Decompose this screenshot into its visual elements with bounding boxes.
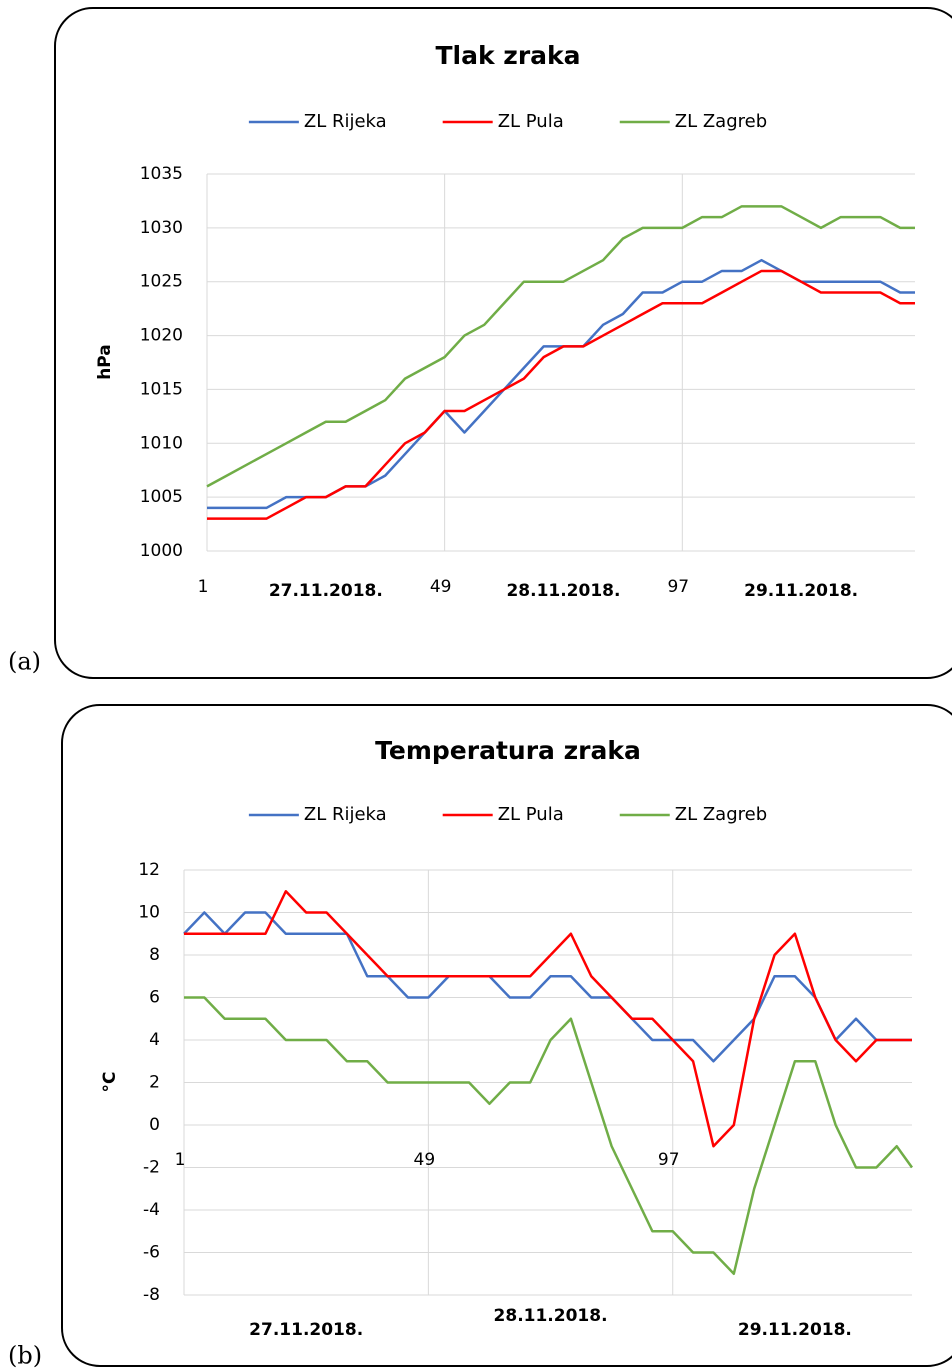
y-tick-label: 1020 — [140, 326, 183, 346]
chart-title: Temperatura zraka — [375, 736, 641, 765]
legend-label: ZL Rijeka — [304, 804, 387, 825]
y-tick-label: 10 — [138, 903, 160, 923]
y-tick-label: 1025 — [140, 272, 183, 292]
y-tick-label: -2 — [143, 1158, 160, 1178]
x-tick-label: 1 — [175, 1150, 186, 1170]
y-tick-label: 1030 — [140, 218, 183, 238]
date-label: 27.11.2018. — [269, 581, 383, 601]
y-tick-label: -8 — [143, 1285, 160, 1305]
y-tick-label: 4 — [149, 1030, 160, 1050]
series-line — [183, 911, 912, 1063]
y-tick-label: 1035 — [140, 164, 183, 184]
y-tick-label: 1005 — [140, 487, 183, 507]
y-tick-label: 2 — [149, 1073, 160, 1093]
series-line — [184, 890, 912, 1148]
chart-title: Tlak zraka — [435, 41, 580, 70]
y-tick-label: 12 — [138, 860, 160, 880]
y-tick-label: -6 — [143, 1243, 160, 1263]
panel-label: (b) — [8, 1342, 42, 1370]
legend-label: ZL Zagreb — [675, 804, 767, 825]
y-tick-label: 6 — [149, 988, 160, 1008]
panel-label: (a) — [8, 648, 41, 676]
date-label: 28.11.2018. — [494, 1306, 608, 1326]
x-tick-label: 49 — [430, 577, 452, 597]
x-tick-label: 49 — [414, 1150, 436, 1170]
legend-label: ZL Pula — [498, 111, 564, 132]
x-tick-label: 97 — [658, 1150, 680, 1170]
x-tick-label: 97 — [667, 577, 689, 597]
date-label: 29.11.2018. — [738, 1320, 852, 1340]
y-tick-label: 1000 — [140, 541, 183, 561]
date-label: 29.11.2018. — [744, 581, 858, 601]
y-tick-label: 8 — [149, 945, 160, 965]
date-label: 27.11.2018. — [249, 1320, 363, 1340]
y-axis-title: hPa — [95, 344, 115, 380]
y-axis-title: °C — [100, 1072, 120, 1093]
y-tick-label: 1010 — [140, 433, 183, 453]
legend-label: ZL Rijeka — [304, 111, 387, 132]
series-line — [207, 258, 915, 510]
series-line — [207, 269, 915, 520]
panel-frame — [54, 7, 952, 679]
legend-label: ZL Zagreb — [675, 111, 767, 132]
y-tick-label: -4 — [143, 1200, 160, 1220]
x-tick-label: 1 — [198, 577, 209, 597]
y-tick-label: 1015 — [140, 379, 183, 399]
date-label: 28.11.2018. — [506, 581, 620, 601]
series-line — [206, 205, 915, 488]
y-tick-label: 0 — [149, 1115, 160, 1135]
series-line — [184, 996, 914, 1275]
panel-frame — [61, 704, 952, 1367]
legend-label: ZL Pula — [498, 804, 564, 825]
